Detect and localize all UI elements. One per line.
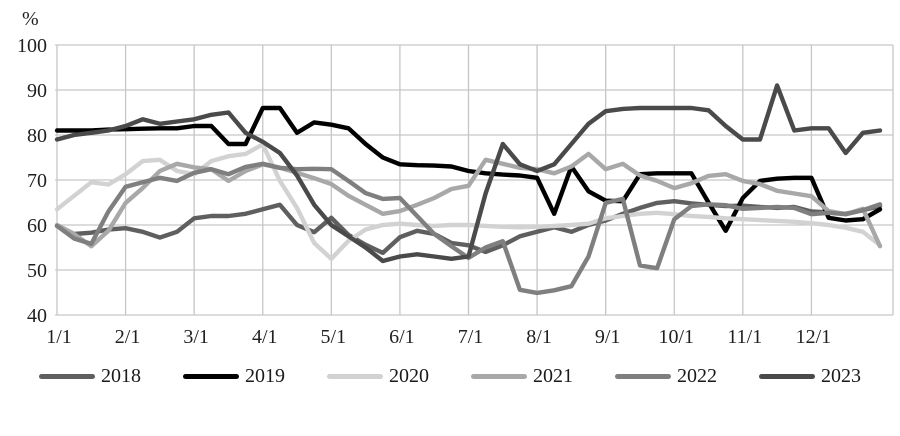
x-tick-label: 12/1 — [796, 326, 832, 348]
legend-label-2023: 2023 — [821, 365, 861, 387]
y-tick-label: 50 — [27, 260, 47, 282]
x-tick-label: 8/1 — [526, 326, 552, 348]
y-tick-label: 70 — [27, 170, 47, 192]
x-tick-label: 9/1 — [595, 326, 621, 348]
legend-label-2022: 2022 — [677, 365, 717, 387]
x-tick-label: 3/1 — [183, 326, 209, 348]
legend-swatch-2022 — [615, 373, 671, 379]
line-chart: % 100 90 80 70 60 50 401/1 2/1 3/1 4/1 5/1 6/1 7/1 8/… — [17, 8, 894, 348]
y-tick-label: 100 — [17, 35, 47, 57]
x-tick-label: 10/1 — [658, 326, 694, 348]
x-tick-label: 2/1 — [115, 326, 141, 348]
y-tick-label: 80 — [27, 125, 47, 147]
legend-item-2023: 2023 — [759, 366, 861, 386]
legend-swatch-2020 — [327, 373, 383, 379]
legend-swatch-2021 — [471, 373, 527, 379]
series-lines — [54, 83, 883, 296]
legend-label-2021: 2021 — [533, 365, 573, 387]
series-line-2018 — [54, 198, 883, 256]
y-axis-unit-label: % — [22, 8, 39, 30]
legend-item-2018: 2018 — [39, 366, 141, 386]
x-tick-label: 6/1 — [389, 326, 415, 348]
axis-tick-labels: 100 90 80 70 60 50 401/1 2/1 3/1 4/1 5/1 6/1 7/1 8/1 9… — [17, 35, 831, 348]
legend-item-2021: 2021 — [471, 366, 573, 386]
legend-label-2018: 2018 — [101, 365, 141, 387]
x-tick-label: 5/1 — [321, 326, 347, 348]
x-tick-label: 4/1 — [252, 326, 278, 348]
legend-swatch-2018 — [39, 373, 95, 379]
x-tick-label: 11/1 — [727, 326, 762, 348]
legend-label-2020: 2020 — [389, 365, 429, 387]
series-line-2023 — [54, 83, 883, 264]
y-tick-label: 90 — [27, 80, 47, 102]
legend: 2018 2019 2020 2021 2022 2023 — [0, 366, 900, 386]
legend-label-2019: 2019 — [245, 365, 285, 387]
series-line-2019 — [54, 105, 883, 234]
series-line-2021 — [54, 151, 883, 249]
x-tick-label: 1/1 — [46, 326, 72, 348]
y-tick-label: 60 — [27, 215, 47, 237]
x-tick-label: 7/1 — [458, 326, 484, 348]
legend-item-2022: 2022 — [615, 366, 717, 386]
legend-item-2019: 2019 — [183, 366, 285, 386]
y-tick-label: 40 — [27, 305, 47, 327]
legend-swatch-2019 — [183, 373, 239, 379]
legend-item-2020: 2020 — [327, 366, 429, 386]
legend-swatch-2023 — [759, 373, 815, 379]
